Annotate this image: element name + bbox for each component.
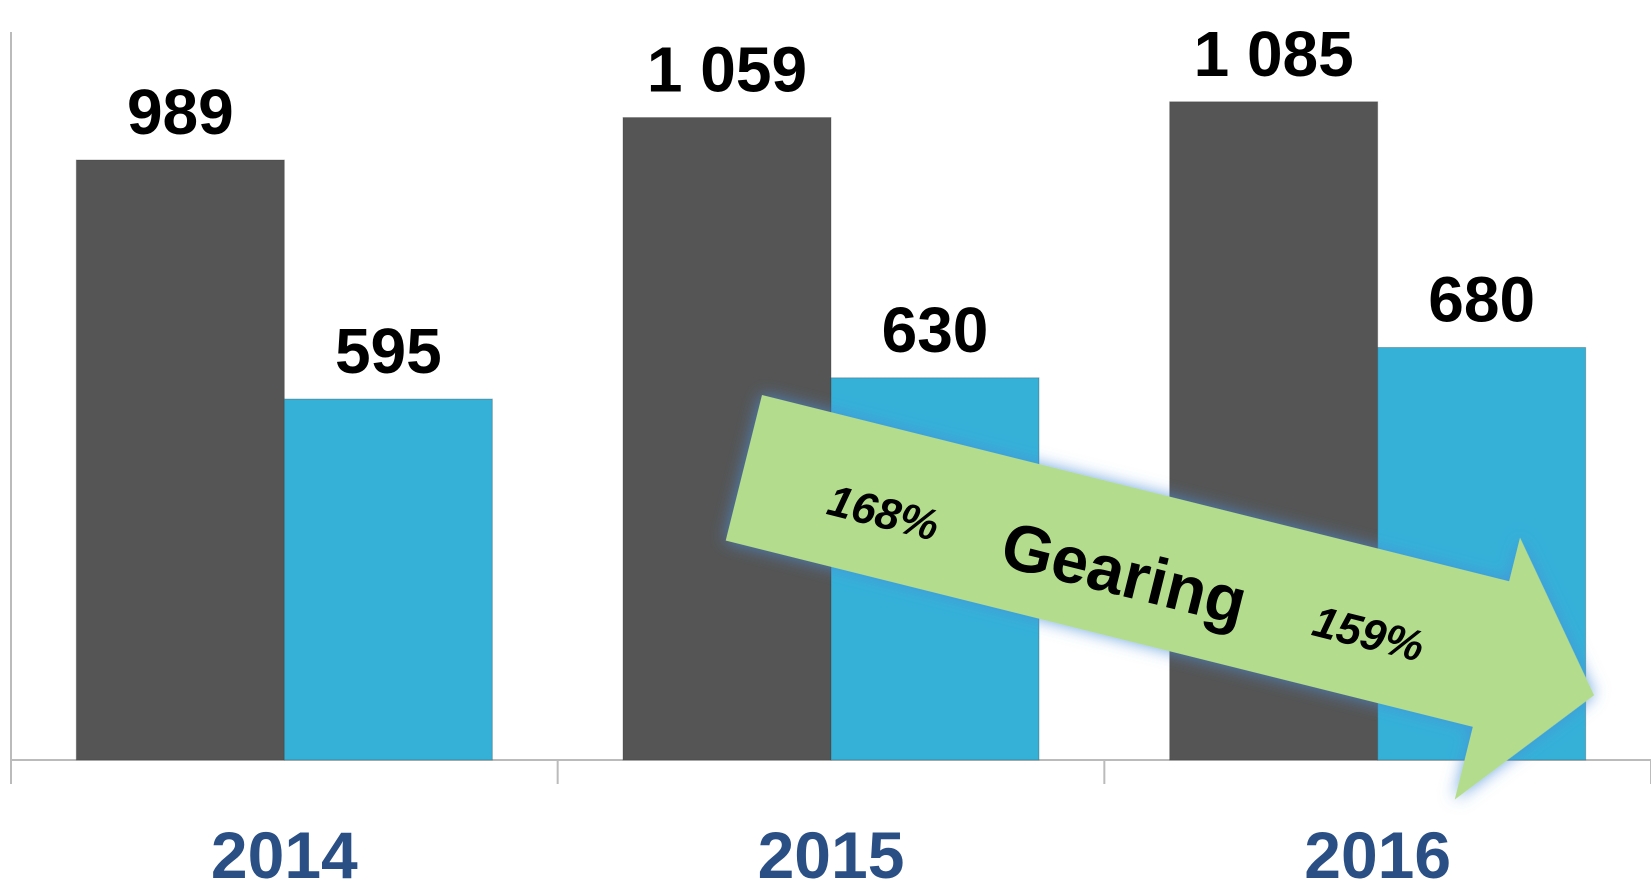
bar xyxy=(283,398,493,761)
x-tick-label: 2015 xyxy=(758,818,905,883)
gearing-arrow: 168% Gearing 159% xyxy=(725,395,1595,800)
plot-area: 2014 989 595 2015 1 059 630 2016 1 085 680 xyxy=(10,18,1651,883)
value-label: 1 085 xyxy=(1194,18,1354,90)
value-label: 1 059 xyxy=(647,34,807,106)
value-label: 989 xyxy=(127,76,234,148)
arrow-shape xyxy=(725,395,1595,800)
x-tick-label: 2014 xyxy=(211,818,358,883)
x-tick-label: 2016 xyxy=(1304,818,1451,883)
value-label: 630 xyxy=(882,294,989,366)
bar xyxy=(75,159,285,761)
value-label: 680 xyxy=(1428,263,1535,335)
value-label: 595 xyxy=(335,315,442,387)
